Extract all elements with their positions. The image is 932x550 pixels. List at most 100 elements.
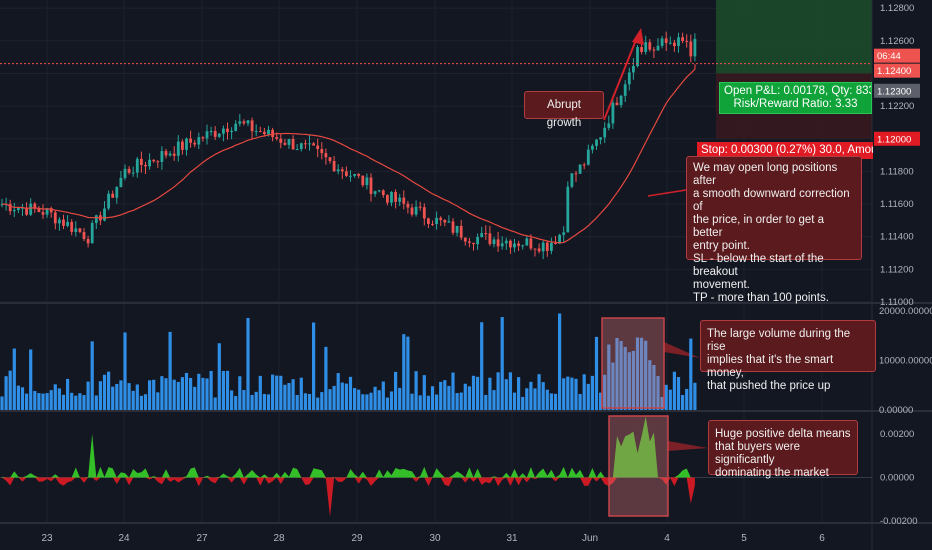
volume-bar [533, 388, 537, 410]
volume-bar [119, 380, 123, 410]
volume-bar [340, 382, 344, 410]
volume-bar [123, 332, 127, 410]
annotation-long-line: movement. [693, 279, 750, 291]
candle-body [230, 130, 233, 133]
annotation-abrupt-growth[interactable]: Abrupt growth [524, 91, 604, 129]
candle-body [111, 193, 115, 198]
candle-body [94, 215, 98, 223]
volume-bar [86, 381, 90, 410]
volume-bar [143, 394, 148, 410]
open-pl-box[interactable]: Open P&L: 0.00178, Qty: 83333 Risk/Rewar… [719, 82, 872, 114]
candle-body [381, 190, 385, 196]
volume-bar [332, 385, 336, 410]
candle-body [12, 210, 16, 212]
volume-bar [361, 394, 365, 410]
candle-body [58, 219, 61, 224]
volume-bar [250, 394, 254, 410]
volume-bar [172, 379, 176, 410]
time-tick-label: 5 [741, 533, 747, 544]
volume-bar [94, 395, 98, 410]
candle-body [533, 248, 537, 250]
volume-bar [90, 341, 94, 410]
volume-bar [230, 390, 234, 410]
volume-bar [70, 392, 74, 410]
time-tick-label: Jun [582, 533, 598, 544]
volume-bar [176, 381, 180, 410]
volume-bar [525, 388, 529, 410]
candle-body [185, 138, 188, 150]
volume-bar [41, 393, 45, 410]
volume-bar [660, 396, 664, 410]
candle-body [365, 177, 369, 186]
volume-bar [320, 392, 324, 410]
candle-body [545, 242, 549, 251]
candle-body [673, 42, 676, 47]
candle-body [213, 131, 217, 137]
volume-tick-label: 0.00000 [879, 405, 913, 416]
volume-bar [504, 379, 508, 410]
volume-bar [623, 346, 627, 410]
candle-body [316, 145, 320, 150]
annotation-volume[interactable]: The large volume during the rise implies… [700, 320, 876, 392]
candle-body [140, 158, 143, 165]
volume-bar [476, 376, 480, 410]
delta-tick-label: 0.00200 [880, 429, 914, 440]
candle-body [509, 240, 512, 248]
volume-bar [414, 371, 418, 410]
volume-bar [295, 395, 299, 410]
volume-bar [656, 376, 660, 410]
volume-bar [4, 376, 8, 410]
volume-bar [562, 378, 566, 410]
candle-body [275, 137, 279, 139]
volume-bar [307, 393, 312, 410]
price-tick-label: 1.12200 [880, 101, 914, 112]
candle-body [554, 242, 557, 244]
candle-body [513, 243, 516, 248]
candle-body [82, 231, 86, 240]
candle-body [521, 245, 525, 247]
candle-body [336, 169, 340, 172]
volume-bar [12, 348, 16, 410]
candle-body [496, 239, 500, 247]
candle-body [66, 221, 69, 226]
volume-bar [357, 389, 361, 410]
volume-bar [553, 393, 558, 410]
candle-body [295, 149, 299, 151]
moving-average-line [1, 64, 696, 244]
candle-body [168, 153, 172, 156]
volume-bar [459, 392, 463, 410]
annotation-delta-pointer [668, 441, 708, 451]
candle-body [468, 241, 471, 243]
volume-bar [193, 386, 197, 410]
volume-bar [369, 392, 373, 410]
candle-body [582, 164, 586, 166]
volume-bars-group [0, 313, 697, 410]
volume-bar [648, 360, 652, 410]
volume-bar [201, 377, 205, 410]
volume-bar [619, 340, 623, 410]
candle-body [369, 177, 373, 194]
annotation-long-entry[interactable]: We may open long positions after a smoot… [686, 156, 862, 304]
candle-body [193, 142, 197, 145]
stop-loss-box[interactable]: Stop: 0.00300 (0.27%) 30.0, Amount [697, 142, 873, 159]
volume-bar [139, 395, 143, 410]
volume-bar [685, 388, 689, 410]
volume-bar [225, 370, 230, 410]
volume-bar [549, 393, 553, 410]
volume-bar [471, 375, 476, 410]
volume-bar [500, 317, 504, 410]
volume-bar [545, 389, 549, 410]
volume-bar [586, 383, 590, 410]
volume-bar [517, 377, 521, 410]
candle-body [525, 238, 529, 246]
annotation-abrupt-growth-text: Abrupt growth [546, 99, 582, 129]
candle-body [357, 174, 361, 176]
annotation-delta-line: Huge positive delta means [715, 428, 851, 440]
candle-body [25, 207, 28, 215]
candle-body [578, 164, 582, 174]
volume-bar [336, 373, 340, 410]
candle-body [373, 191, 377, 194]
volume-tick-label: 20000.00000 [879, 306, 932, 317]
volume-bar [480, 322, 484, 410]
annotation-delta[interactable]: Huge positive delta means that buyers we… [708, 420, 858, 479]
